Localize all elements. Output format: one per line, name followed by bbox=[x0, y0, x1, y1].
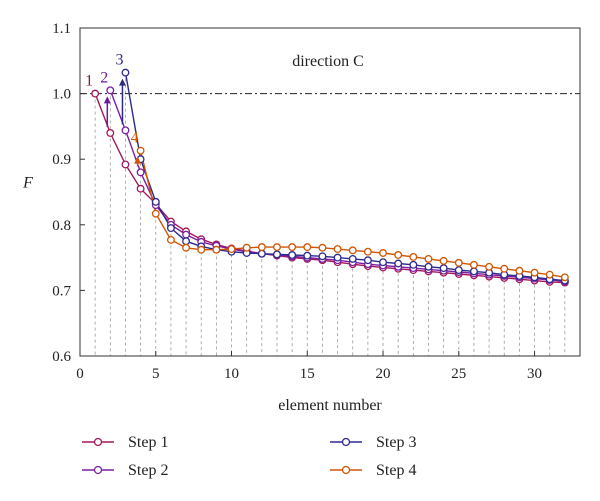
x-axis-title: element number bbox=[278, 397, 382, 414]
x-tick-label: 5 bbox=[152, 366, 160, 382]
data-point bbox=[424, 262, 433, 271]
data-point bbox=[530, 268, 539, 277]
legend-label: Step 3 bbox=[376, 434, 416, 451]
data-point bbox=[333, 245, 342, 254]
step-label: 1 bbox=[85, 73, 93, 90]
y-tick-label: 0.6 bbox=[52, 349, 71, 365]
y-tick-label: 1.1 bbox=[52, 21, 71, 37]
data-point bbox=[394, 259, 403, 268]
step-arrows bbox=[103, 78, 142, 167]
data-point bbox=[257, 243, 266, 252]
data-point bbox=[439, 264, 448, 273]
data-point bbox=[454, 258, 463, 267]
data-point bbox=[348, 254, 357, 263]
data-point bbox=[318, 243, 327, 252]
step-arrow-head bbox=[134, 156, 142, 164]
x-tick-label: 30 bbox=[527, 366, 542, 382]
step-label: 2 bbox=[100, 69, 108, 86]
data-point bbox=[545, 270, 554, 279]
data-point bbox=[121, 68, 130, 77]
legend-marker bbox=[93, 465, 103, 475]
data-point bbox=[257, 249, 266, 258]
x-tick-label: 15 bbox=[300, 366, 315, 382]
data-point bbox=[121, 160, 130, 169]
series-lines bbox=[94, 72, 565, 284]
data-point bbox=[182, 230, 191, 239]
y-tick-label: 0.8 bbox=[52, 218, 71, 234]
data-point bbox=[560, 273, 569, 282]
data-point bbox=[151, 209, 160, 218]
y-tick-label: 0.7 bbox=[52, 283, 71, 299]
data-point bbox=[454, 266, 463, 275]
data-point bbox=[439, 256, 448, 265]
data-point bbox=[106, 86, 115, 95]
data-point bbox=[106, 129, 115, 137]
data-point bbox=[182, 237, 191, 246]
data-point bbox=[273, 243, 281, 252]
data-point bbox=[409, 260, 418, 269]
data-point bbox=[227, 245, 236, 254]
legend-marker bbox=[341, 465, 351, 475]
legend-label: Step 4 bbox=[376, 462, 416, 479]
x-tick-label: 20 bbox=[376, 366, 391, 382]
data-point bbox=[333, 253, 342, 262]
data-point bbox=[515, 266, 524, 275]
data-point bbox=[485, 262, 494, 271]
data-point bbox=[288, 243, 297, 252]
data-point bbox=[363, 247, 372, 256]
step-labels: 1 23 4 bbox=[85, 52, 138, 147]
data-point bbox=[469, 260, 478, 269]
step-label: 4 bbox=[131, 130, 139, 147]
series-markers bbox=[91, 68, 569, 287]
data-point bbox=[303, 243, 312, 252]
data-point bbox=[303, 251, 312, 260]
direction-annotation: direction C bbox=[292, 53, 364, 70]
data-point bbox=[151, 197, 160, 206]
data-point bbox=[166, 235, 175, 244]
data-point bbox=[242, 243, 251, 252]
data-point bbox=[363, 256, 372, 265]
axis-ticks: 0 5 10 15 20 25 30 0.6 0.7 0.8 0.9 1.0 1.1 bbox=[52, 21, 542, 382]
x-tick-label: 10 bbox=[224, 366, 239, 382]
y-tick-label: 1.0 bbox=[52, 87, 71, 103]
data-point bbox=[121, 126, 130, 135]
drop-lines bbox=[94, 72, 566, 356]
data-point bbox=[136, 168, 145, 177]
data-point bbox=[136, 184, 145, 193]
y-axis-title: F bbox=[22, 174, 33, 191]
data-point bbox=[182, 243, 191, 252]
plot-frame bbox=[79, 27, 581, 357]
y-tick-label: 0.9 bbox=[52, 152, 71, 168]
step-arrow-head bbox=[103, 96, 111, 104]
series-line-step-1 bbox=[94, 93, 565, 284]
data-point bbox=[379, 249, 387, 257]
legend: Step 1 Step 2 Step 3 Step 4 bbox=[82, 434, 416, 479]
data-point bbox=[166, 224, 175, 233]
data-point bbox=[288, 251, 297, 259]
x-tick-label: 25 bbox=[451, 366, 466, 382]
data-point bbox=[394, 251, 403, 259]
step-label: 3 bbox=[115, 52, 123, 69]
data-point bbox=[212, 245, 221, 254]
data-point bbox=[500, 264, 509, 273]
data-point bbox=[409, 252, 418, 261]
data-point bbox=[197, 245, 206, 254]
data-point bbox=[273, 250, 281, 259]
data-point bbox=[379, 258, 387, 267]
data-point bbox=[91, 89, 100, 98]
data-point bbox=[469, 267, 478, 276]
step-arrow-head bbox=[118, 78, 126, 86]
legend-label: Step 2 bbox=[128, 462, 168, 479]
legend-marker bbox=[93, 437, 103, 447]
x-tick-label: 0 bbox=[76, 366, 84, 382]
legend-label: Step 1 bbox=[128, 434, 168, 451]
legend-marker bbox=[341, 437, 351, 447]
data-point bbox=[136, 146, 145, 155]
data-point bbox=[318, 252, 327, 261]
data-point bbox=[424, 254, 433, 263]
data-point bbox=[348, 246, 357, 255]
